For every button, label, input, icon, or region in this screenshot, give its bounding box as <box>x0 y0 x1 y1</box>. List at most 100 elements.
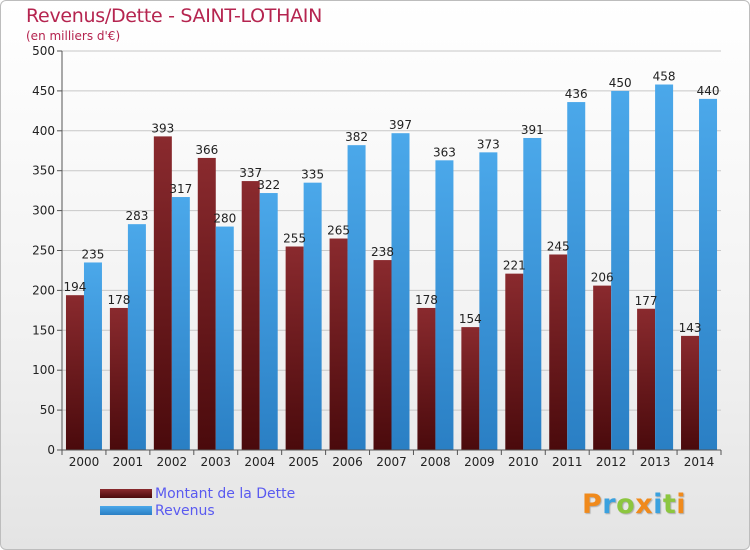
legend-label-dette: Montant de la Dette <box>155 486 296 502</box>
logo-letter: t <box>662 489 677 520</box>
x-tick-label: 2001 <box>113 455 144 469</box>
data-label-revenus: 317 <box>169 182 192 196</box>
bar-dette <box>637 308 656 450</box>
bar-dette <box>241 181 260 450</box>
logo-letter: x <box>635 489 654 520</box>
x-tick-label: 2004 <box>244 455 275 469</box>
bar-revenus <box>523 137 542 450</box>
bar-revenus <box>479 152 498 450</box>
bar-dette <box>109 307 128 450</box>
bar-revenus <box>655 84 674 451</box>
data-label-revenus: 363 <box>433 145 456 159</box>
bar-revenus <box>259 193 278 450</box>
data-label-dette: 206 <box>591 271 614 285</box>
bar-revenus <box>171 197 190 450</box>
data-label-revenus: 382 <box>345 130 368 144</box>
bar-revenus <box>611 90 630 451</box>
data-label-revenus: 322 <box>257 178 280 192</box>
bar-dette <box>461 327 480 450</box>
x-tick-label: 2013 <box>640 455 671 469</box>
data-label-dette: 245 <box>547 239 570 253</box>
data-label-revenus: 450 <box>609 76 632 90</box>
bar-dette <box>197 157 216 450</box>
bar-dette <box>65 295 84 450</box>
data-label-dette: 238 <box>371 245 394 259</box>
legend-swatch-revenus <box>100 506 152 515</box>
bar-revenus <box>215 226 234 450</box>
y-tick-label: 250 <box>32 244 55 258</box>
x-tick-label: 2002 <box>157 455 188 469</box>
bar-revenus <box>127 224 146 450</box>
data-label-revenus: 335 <box>301 168 324 182</box>
x-tick-label: 2007 <box>376 455 407 469</box>
y-tick-label: 50 <box>40 403 55 417</box>
bar-dette <box>505 273 524 450</box>
y-tick-label: 300 <box>32 204 55 218</box>
bar-revenus <box>567 102 586 451</box>
y-tick-label: 500 <box>32 44 55 58</box>
data-label-revenus: 280 <box>213 212 236 226</box>
y-tick-label: 100 <box>32 363 55 377</box>
chart-title: Revenus/Dette - SAINT-LOTHAIN <box>26 5 323 27</box>
y-tick-label: 350 <box>32 164 55 178</box>
x-tick-label: 2003 <box>200 455 231 469</box>
bar-dette <box>373 260 392 450</box>
legend-label-revenus: Revenus <box>155 503 215 519</box>
bar-dette <box>153 136 172 451</box>
bar-dette <box>417 307 436 450</box>
data-label-revenus: 436 <box>565 87 588 101</box>
data-label-dette: 143 <box>679 321 702 335</box>
x-tick-label: 2011 <box>552 455 583 469</box>
data-label-dette: 194 <box>64 280 87 294</box>
x-tick-label: 2008 <box>420 455 451 469</box>
x-tick-label: 2000 <box>69 455 100 469</box>
data-label-revenus: 235 <box>82 247 105 261</box>
y-tick-label: 150 <box>32 323 55 337</box>
chart-subtitle: (en milliers d'€) <box>26 29 121 43</box>
logo-letter: i <box>653 489 663 520</box>
bar-dette <box>549 254 568 450</box>
data-label-dette: 221 <box>503 259 526 273</box>
data-label-dette: 178 <box>107 293 130 307</box>
bar-revenus <box>391 133 410 450</box>
data-label-revenus: 458 <box>653 70 676 84</box>
x-tick-label: 2010 <box>508 455 539 469</box>
proxiti-logo: Proxiti <box>582 489 686 520</box>
logo-letter: r <box>602 489 617 520</box>
y-tick-label: 400 <box>32 124 55 138</box>
data-label-dette: 337 <box>239 166 262 180</box>
data-label-dette: 154 <box>459 312 482 326</box>
x-tick-label: 2006 <box>332 455 363 469</box>
x-tick-label: 2009 <box>464 455 495 469</box>
x-tick-label: 2012 <box>596 455 627 469</box>
data-label-revenus: 373 <box>477 137 500 151</box>
x-tick-label: 2014 <box>684 455 715 469</box>
bar-revenus <box>699 98 718 450</box>
data-label-dette: 393 <box>151 121 174 135</box>
data-label-revenus: 440 <box>697 84 720 98</box>
bar-dette <box>593 285 612 450</box>
bar-revenus <box>83 262 102 450</box>
y-tick-label: 0 <box>47 443 55 457</box>
bar-dette <box>285 246 304 450</box>
bar-dette <box>329 238 348 450</box>
bar-revenus <box>303 182 322 451</box>
bar-dette <box>681 335 700 450</box>
data-label-revenus: 391 <box>521 123 544 137</box>
data-label-dette: 178 <box>415 293 438 307</box>
bar-revenus <box>347 145 366 450</box>
data-label-dette: 265 <box>327 224 350 238</box>
data-label-dette: 255 <box>283 232 306 246</box>
logo-letter: P <box>582 489 603 520</box>
logo-letter: o <box>616 489 636 520</box>
logo-letter: i <box>676 489 687 520</box>
data-label-dette: 177 <box>635 294 658 308</box>
bar-revenus <box>435 160 454 451</box>
data-label-revenus: 397 <box>389 118 412 132</box>
x-tick-label: 2005 <box>288 455 319 469</box>
data-label-revenus: 283 <box>125 209 148 223</box>
y-tick-label: 450 <box>32 84 55 98</box>
y-tick-label: 200 <box>32 283 55 297</box>
legend-swatch-dette <box>100 489 152 498</box>
